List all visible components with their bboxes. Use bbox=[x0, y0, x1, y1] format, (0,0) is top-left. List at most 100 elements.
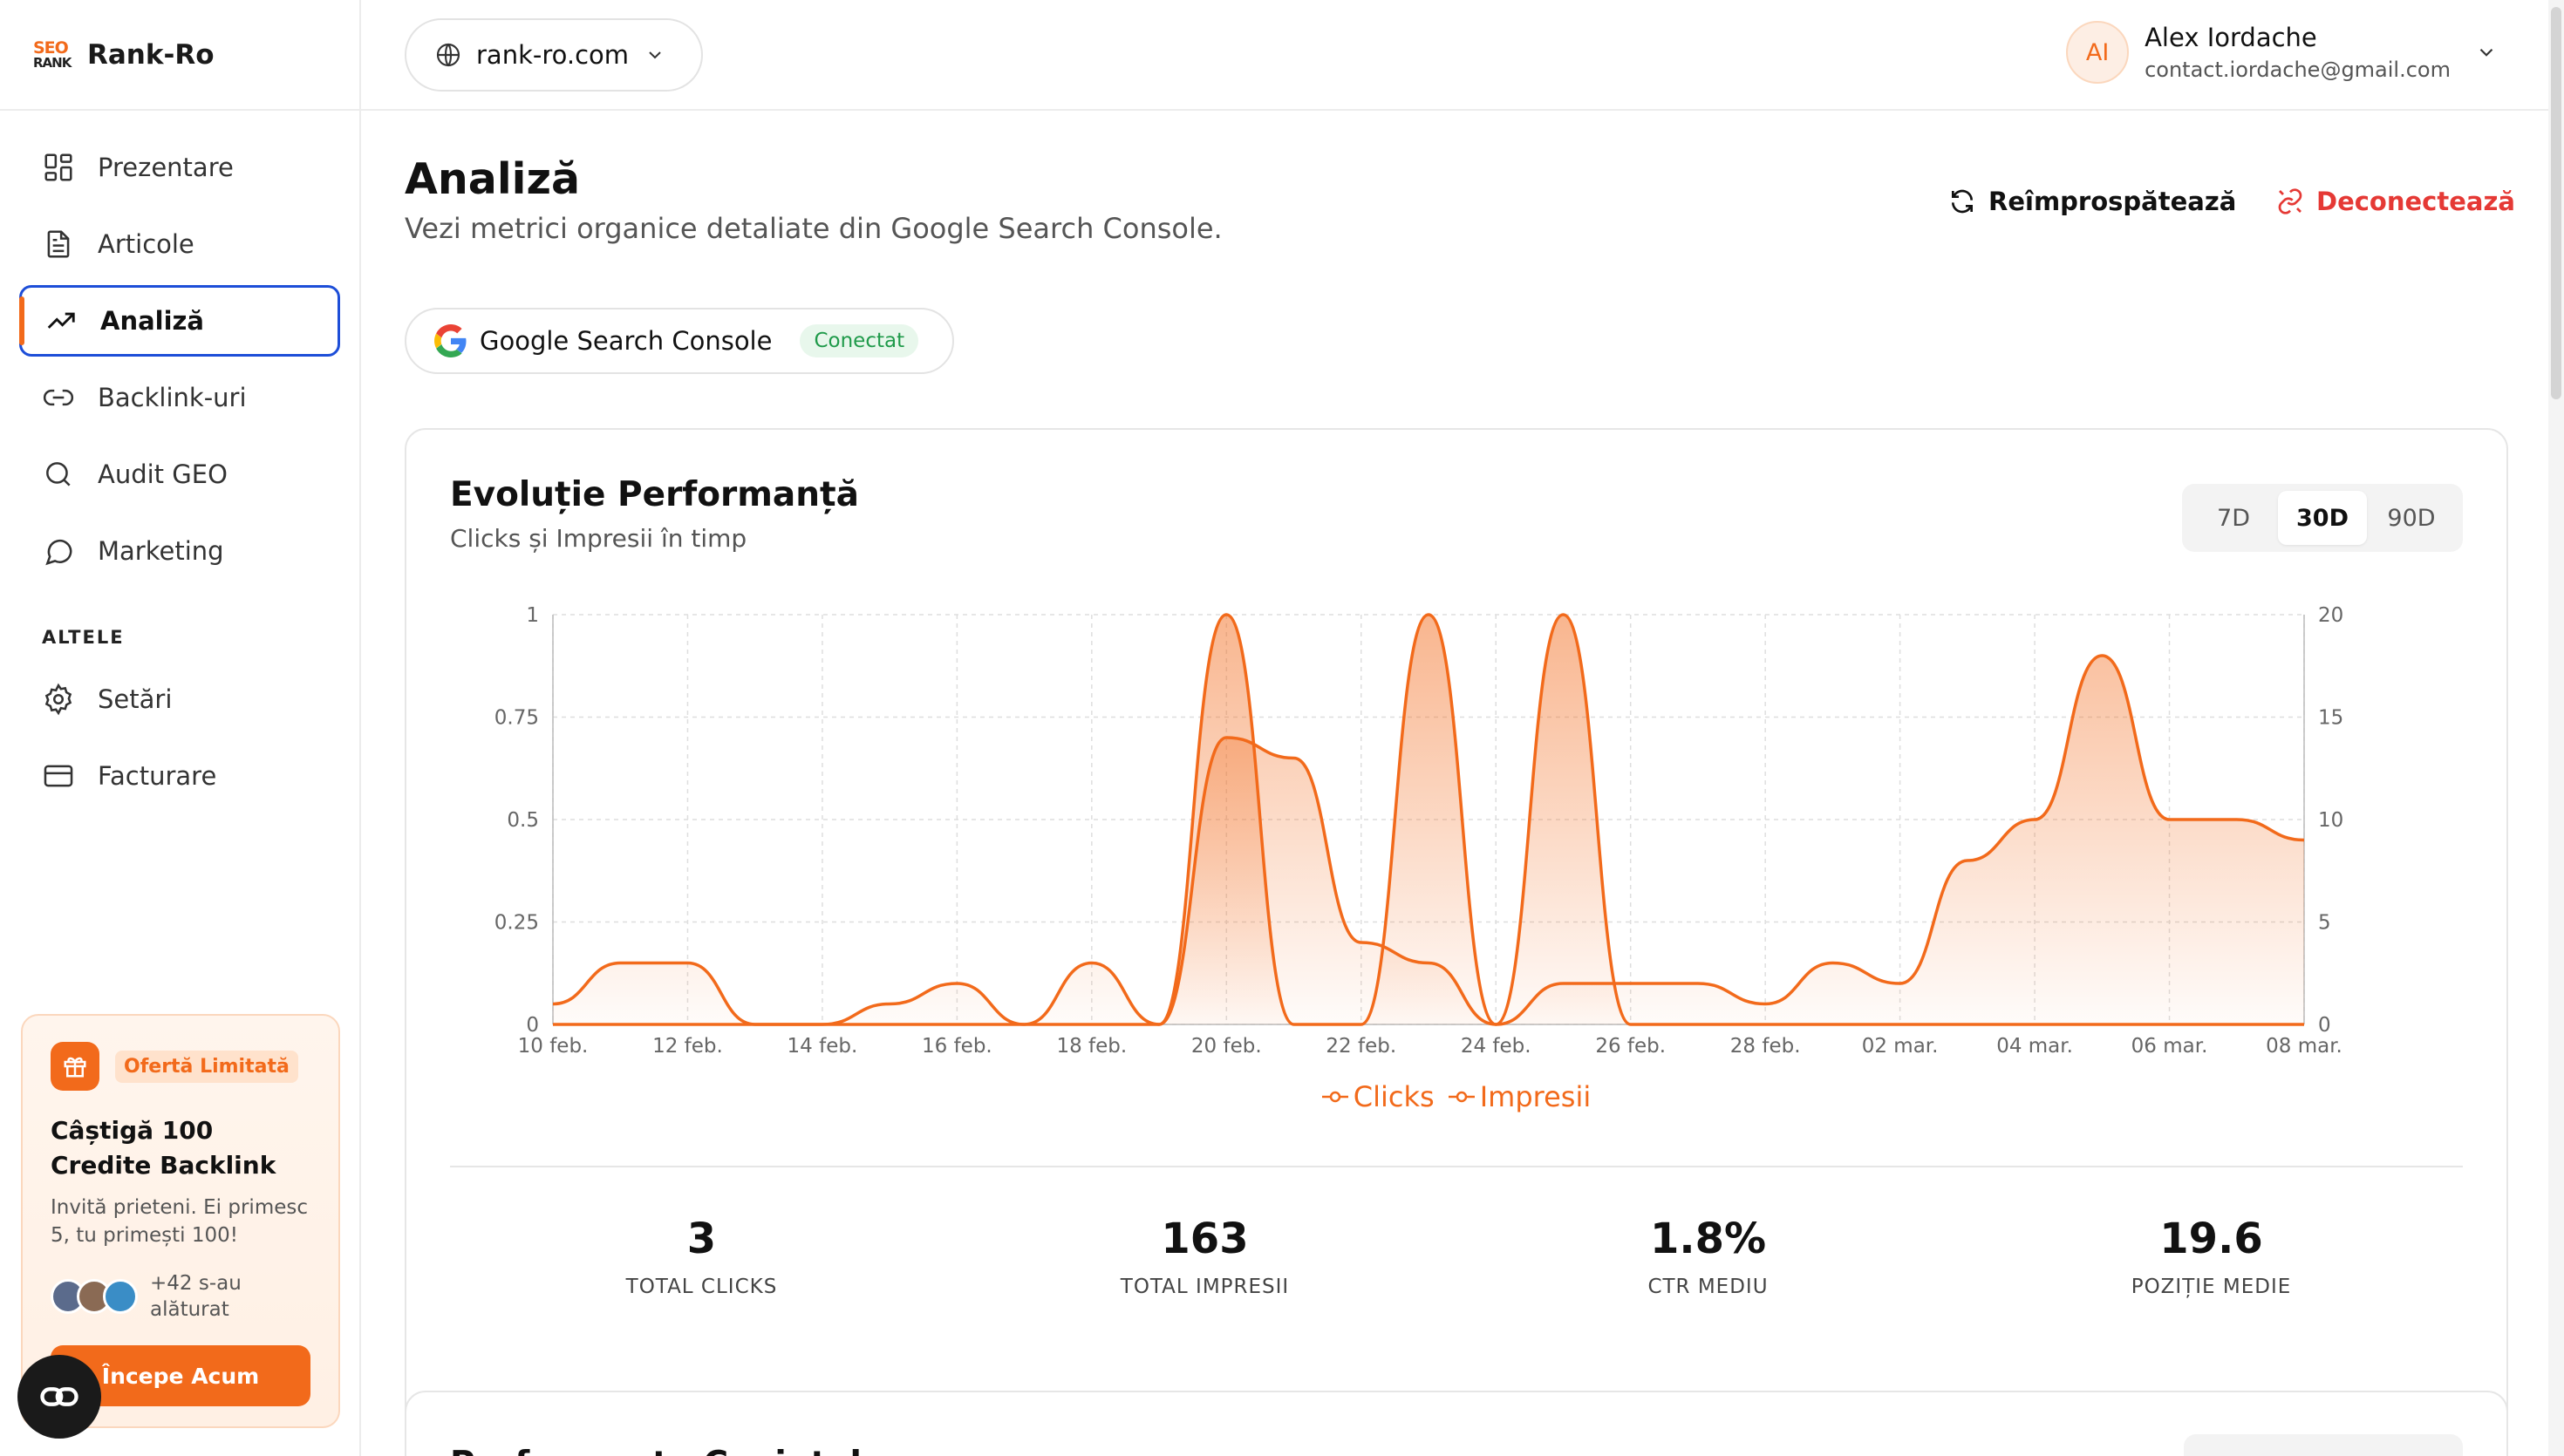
sidebar-item-audit-geo[interactable]: Audit GEO bbox=[19, 439, 340, 510]
disconnect-button[interactable]: Deconectează bbox=[2262, 173, 2529, 229]
legend-item-clicks[interactable]: Clicks bbox=[1321, 1080, 1435, 1113]
site-selector[interactable]: rank-ro.com bbox=[405, 18, 703, 92]
stat-pozitie-medie: 19.6 POZIȚIE MEDIE bbox=[1960, 1214, 2463, 1298]
disconnect-label: Deconectează bbox=[2316, 187, 2515, 216]
sidebar-item-articole[interactable]: Articole bbox=[19, 208, 340, 280]
stat-value: 3 bbox=[686, 1214, 717, 1263]
trending-up-icon bbox=[47, 312, 75, 329]
stat-value: 163 bbox=[1161, 1214, 1249, 1263]
y-left-tick-label: 0.5 bbox=[507, 809, 539, 832]
stat-label: POZIȚIE MEDIE bbox=[2131, 1276, 2292, 1298]
gear-icon bbox=[44, 683, 72, 716]
brand[interactable]: SEO RANK Rank-Ro bbox=[0, 0, 359, 111]
x-tick-label: 02 mar. bbox=[1862, 1035, 1939, 1058]
x-tick-label: 12 feb. bbox=[652, 1035, 723, 1058]
y-right-tick-label: 20 bbox=[2318, 604, 2343, 627]
avatar: AI bbox=[2066, 21, 2130, 84]
stat-label: CTR MEDIU bbox=[1647, 1276, 1769, 1298]
sidebar-item-label: Setări bbox=[98, 684, 173, 714]
sidebar-item-prezentare[interactable]: Prezentare bbox=[19, 132, 340, 203]
legend-line-icon bbox=[1321, 1091, 1348, 1103]
performance-chart: 0 0 0.25 5 0.5 10 0.75 15 1 20 10 feb. 12 feb. 14 fe… bbox=[494, 604, 2344, 1058]
sidebar-item-setari[interactable]: Setări bbox=[19, 663, 340, 735]
sidebar-item-label: Analiză bbox=[100, 306, 204, 336]
y-left-tick-label: 0.75 bbox=[494, 707, 539, 730]
gsc-connection-pill: Google Search Console Conectat bbox=[405, 308, 954, 374]
sidebar-item-facturare[interactable]: Facturare bbox=[19, 740, 340, 812]
topbar: rank-ro.com AI Alex Iordache contact.ior… bbox=[361, 0, 2548, 111]
performance-subtitle: Clicks și Impresii în timp bbox=[450, 524, 747, 553]
brand-logo: SEO RANK bbox=[33, 37, 78, 72]
credit-card-icon bbox=[44, 765, 73, 787]
user-menu[interactable]: AI Alex Iordache contact.iordache@gmail.… bbox=[2066, 21, 2498, 84]
stat-value: 19.6 bbox=[2159, 1214, 2263, 1263]
sidebar-nav: Prezentare Articole Analiză Backlink-uri… bbox=[0, 111, 359, 812]
performance-card: Evoluție Performanță Clicks și Impresii … bbox=[405, 428, 2508, 1445]
y-right-tick-label: 5 bbox=[2318, 912, 2331, 935]
x-tick-label: 18 feb. bbox=[1056, 1035, 1127, 1058]
stat-total-impresii: 163 TOTAL IMPRESII bbox=[953, 1214, 1456, 1298]
x-tick-label: 24 feb. bbox=[1461, 1035, 1531, 1058]
sidebar-item-label: Marketing bbox=[98, 536, 224, 566]
keyword-performance-title: Performanța Cuvintelor bbox=[450, 1445, 902, 1456]
site-selector-label: rank-ro.com bbox=[476, 40, 630, 70]
connection-name: Google Search Console bbox=[480, 326, 773, 356]
link-fab-button[interactable] bbox=[17, 1355, 101, 1439]
sidebar-item-label: Backlink-uri bbox=[98, 383, 247, 412]
legend-item-impresii[interactable]: Impresii bbox=[1448, 1080, 1592, 1113]
promo-tag: Ofertă Limitată bbox=[115, 1050, 298, 1083]
sidebar-item-label: Facturare bbox=[98, 761, 217, 791]
x-tick-label: 28 feb. bbox=[1730, 1035, 1801, 1058]
chevron-down-icon bbox=[2479, 48, 2493, 57]
sidebar-item-label: Prezentare bbox=[98, 153, 234, 182]
keyword-performance-card: Performanța Cuvintelor bbox=[405, 1391, 2508, 1456]
grid-icon bbox=[44, 153, 72, 181]
google-icon bbox=[434, 324, 467, 357]
search-icon bbox=[46, 462, 71, 486]
stat-ctr-mediu: 1.8% CTR MEDIU bbox=[1456, 1214, 1960, 1298]
x-tick-label: 06 mar. bbox=[2131, 1035, 2208, 1058]
x-tick-label: 08 mar. bbox=[2266, 1035, 2342, 1058]
stat-value: 1.8% bbox=[1649, 1214, 1767, 1263]
y-left-tick-label: 0 bbox=[526, 1014, 539, 1037]
y-right-tick-label: 0 bbox=[2318, 1014, 2331, 1037]
refresh-icon bbox=[1952, 189, 1973, 214]
section-label-altele: ALTELE bbox=[42, 627, 125, 648]
range-option-90d[interactable]: 90D bbox=[2387, 504, 2436, 532]
series-area-impresii bbox=[553, 656, 2304, 1024]
brand-name: Rank-Ro bbox=[87, 38, 215, 71]
range-selector[interactable] bbox=[2184, 1434, 2463, 1456]
scrollbar-thumb[interactable] bbox=[2551, 7, 2561, 399]
promo-description: Invită prieteni. Ei primesc 5, tu primeș… bbox=[51, 1196, 309, 1247]
link-icon bbox=[40, 1387, 78, 1406]
legend-line-icon bbox=[1448, 1091, 1475, 1103]
range-option-7d[interactable]: 7D bbox=[2217, 504, 2250, 532]
x-tick-label: 10 feb. bbox=[518, 1035, 589, 1058]
series-area-clicks bbox=[553, 615, 2304, 1024]
range-option-30d[interactable]: 30D bbox=[2278, 491, 2367, 545]
legend-label: Impresii bbox=[1479, 1080, 1592, 1113]
avatar-stack bbox=[51, 1279, 138, 1314]
avatar bbox=[103, 1279, 138, 1314]
legend-label: Clicks bbox=[1353, 1080, 1435, 1113]
promo-social-proof: +42 s-au alăturat bbox=[51, 1270, 310, 1323]
page-subtitle: Vezi metrici organice detaliate din Goog… bbox=[405, 212, 1223, 245]
sidebar-item-marketing[interactable]: Marketing bbox=[19, 515, 340, 587]
series-line-impresii bbox=[552, 654, 2305, 1026]
globe-icon bbox=[436, 43, 460, 67]
chat-icon bbox=[45, 539, 72, 566]
y-left-tick-label: 0.25 bbox=[494, 912, 539, 935]
sidebar-item-analiza[interactable]: Analiză bbox=[19, 285, 340, 357]
stat-label: TOTAL CLICKS bbox=[625, 1276, 778, 1298]
link-icon bbox=[43, 389, 74, 406]
promo-title: Câștigă 100 Credite Backlink bbox=[51, 1116, 276, 1180]
page-scrollbar[interactable] bbox=[2548, 0, 2564, 1456]
x-tick-label: 20 feb. bbox=[1191, 1035, 1262, 1058]
sidebar-item-backlinks[interactable]: Backlink-uri bbox=[19, 362, 340, 433]
y-left-tick-label: 1 bbox=[526, 604, 539, 627]
chevron-down-icon bbox=[649, 51, 661, 59]
x-tick-label: 04 mar. bbox=[1996, 1035, 2073, 1058]
y-right-tick-label: 10 bbox=[2318, 809, 2343, 832]
refresh-button[interactable]: Reîmprospătează bbox=[1927, 173, 2257, 229]
stat-total-clicks: 3 TOTAL CLICKS bbox=[450, 1214, 953, 1298]
